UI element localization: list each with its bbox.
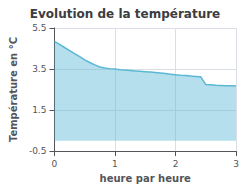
svg-text:2: 2 [173, 159, 179, 169]
svg-text:-0.5: -0.5 [29, 146, 47, 156]
svg-text:0: 0 [52, 159, 58, 169]
svg-text:Evolution de la température: Evolution de la température [30, 7, 221, 21]
svg-text:1: 1 [112, 159, 118, 169]
svg-text:Température en °C: Température en °C [8, 37, 19, 142]
svg-text:5.5: 5.5 [32, 23, 46, 33]
svg-text:3: 3 [233, 159, 239, 169]
svg-text:heure par heure: heure par heure [100, 173, 191, 184]
svg-text:1.5: 1.5 [32, 105, 46, 115]
svg-text:3.5: 3.5 [32, 64, 46, 74]
